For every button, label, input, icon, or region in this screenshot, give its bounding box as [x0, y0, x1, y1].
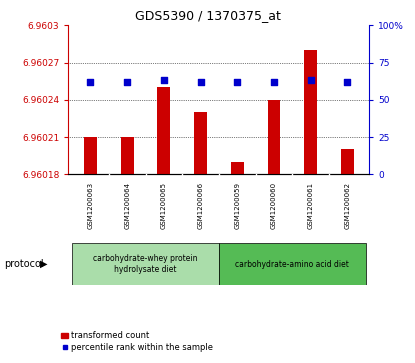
Legend: transformed count, percentile rank within the sample: transformed count, percentile rank withi…: [58, 328, 217, 355]
Text: ▶: ▶: [40, 259, 47, 269]
Point: [197, 79, 204, 85]
Point: [344, 79, 351, 85]
Text: carbohydrate-whey protein
hydrolysate diet: carbohydrate-whey protein hydrolysate di…: [93, 254, 198, 274]
Point: [124, 79, 130, 85]
Text: GDS5390 / 1370375_at: GDS5390 / 1370375_at: [134, 9, 281, 22]
Bar: [84, 137, 97, 174]
Text: GSM1200059: GSM1200059: [234, 182, 240, 229]
Bar: [231, 162, 244, 174]
Text: GSM1200061: GSM1200061: [308, 182, 314, 229]
Point: [234, 79, 241, 85]
Bar: [194, 112, 207, 174]
Point: [308, 78, 314, 83]
Point: [161, 78, 167, 83]
Text: GSM1200066: GSM1200066: [198, 182, 204, 229]
Bar: [304, 50, 317, 174]
Text: GSM1200062: GSM1200062: [344, 182, 350, 229]
Bar: [157, 87, 170, 174]
Text: GSM1200064: GSM1200064: [124, 182, 130, 229]
Point: [271, 79, 277, 85]
Bar: [219, 243, 366, 285]
Bar: [341, 150, 354, 174]
Bar: [121, 137, 134, 174]
Bar: [268, 100, 281, 174]
Point: [87, 79, 94, 85]
Text: protocol: protocol: [4, 259, 44, 269]
Text: GSM1200065: GSM1200065: [161, 182, 167, 229]
Text: GSM1200063: GSM1200063: [88, 182, 93, 229]
Text: carbohydrate-amino acid diet: carbohydrate-amino acid diet: [235, 260, 349, 269]
Bar: [72, 243, 219, 285]
Text: GSM1200060: GSM1200060: [271, 182, 277, 229]
